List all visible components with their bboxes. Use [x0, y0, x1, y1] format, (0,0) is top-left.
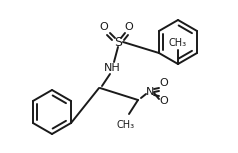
Text: O: O [125, 22, 133, 32]
Text: O: O [100, 22, 108, 32]
Text: CH₃: CH₃ [117, 120, 135, 130]
Text: CH₃: CH₃ [169, 38, 187, 48]
Text: N: N [146, 87, 154, 97]
Text: O: O [160, 96, 168, 106]
Text: O: O [160, 78, 168, 88]
Text: NH: NH [104, 63, 120, 73]
Text: S: S [114, 35, 122, 49]
